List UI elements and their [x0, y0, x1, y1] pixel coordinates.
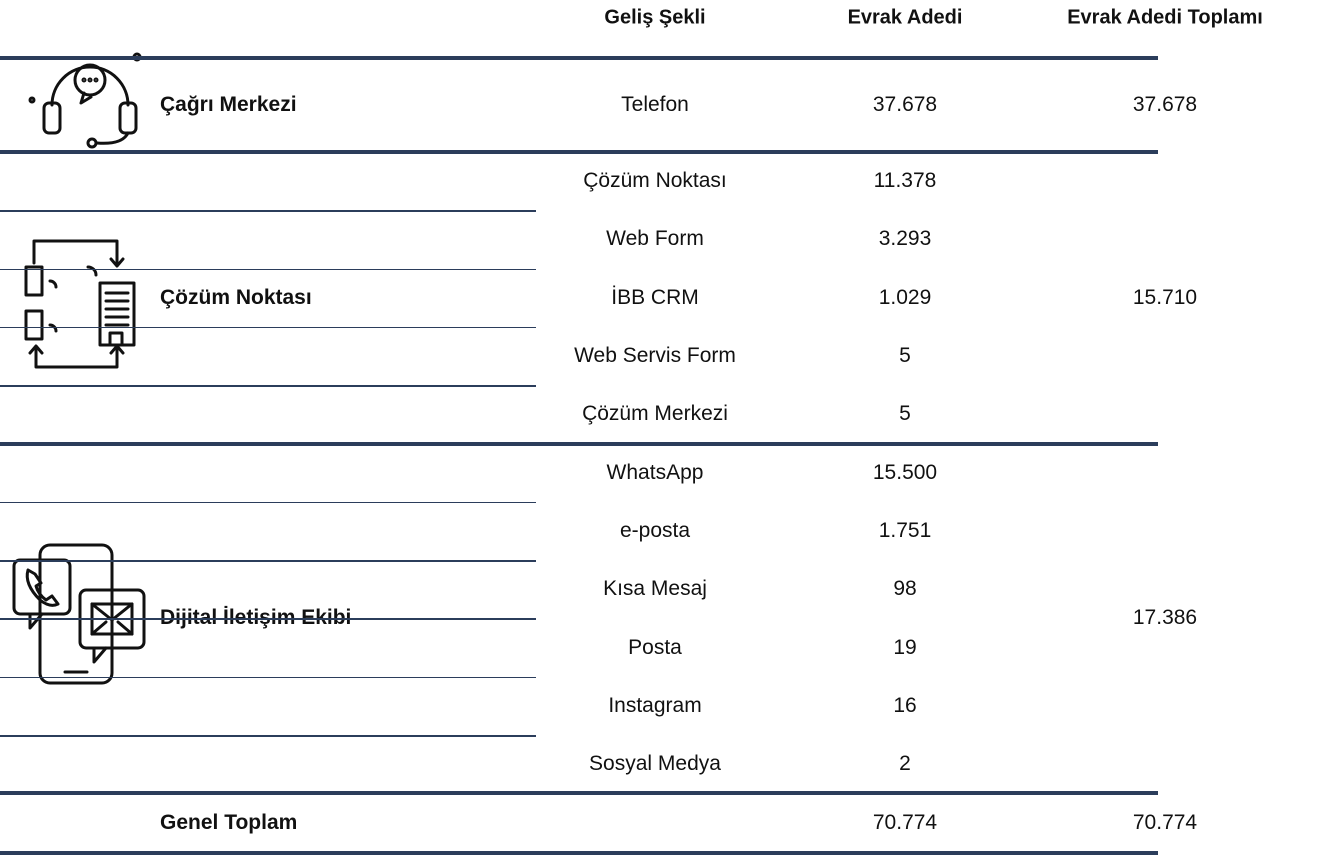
rule: [0, 150, 1158, 154]
row-divider: [0, 210, 536, 212]
count: 98: [893, 577, 917, 601]
column-header: Evrak Adedi: [847, 6, 963, 29]
channel: Posta: [628, 635, 682, 659]
channel: Sosyal Medya: [589, 752, 721, 776]
column-header: Evrak Adedi Toplamı: [1067, 6, 1263, 29]
group-total: 15.710: [1132, 285, 1198, 309]
channel: Çözüm Merkezi: [582, 402, 728, 426]
rule: [0, 851, 1158, 856]
row-divider: [0, 385, 536, 387]
headset-icon: [28, 52, 142, 149]
channel: Instagram: [608, 693, 702, 717]
channel: Web Servis Form: [574, 344, 736, 368]
count: 5: [899, 344, 911, 368]
rule: [0, 56, 1158, 60]
channel: WhatsApp: [606, 460, 704, 484]
count: 15.500: [872, 460, 938, 484]
count: 1.029: [878, 285, 932, 309]
footer-total: 70.774: [1132, 811, 1198, 835]
count: 37.678: [872, 93, 938, 116]
row-divider: [0, 618, 536, 620]
footer-count: 70.774: [872, 811, 938, 835]
row-divider: [0, 735, 536, 737]
channel: Telefon: [621, 93, 689, 116]
row-divider: [0, 501, 536, 504]
count: 16: [893, 693, 917, 717]
group-name: Dijital İletişim Ekibi: [160, 606, 352, 630]
row-divider: [0, 268, 536, 271]
channel: Kısa Mesaj: [603, 577, 707, 601]
channel: e-posta: [619, 518, 691, 542]
count: 2: [899, 752, 911, 776]
group-total: 37.678: [1132, 93, 1198, 116]
count: 3.293: [878, 227, 932, 251]
column-header: Geliş Şekli: [604, 6, 706, 29]
rule: [0, 441, 1158, 446]
channel: İBB CRM: [611, 285, 699, 309]
footer-label: Genel Toplam: [160, 811, 298, 835]
row-divider: [0, 560, 536, 562]
row-divider: [0, 326, 536, 329]
group-total: 17.386: [1132, 606, 1198, 630]
rule: [0, 791, 1158, 796]
phone-icon: [12, 543, 146, 685]
building-icon: [24, 239, 136, 369]
group-name: Çözüm Noktası: [160, 285, 312, 309]
count: 11.378: [873, 169, 937, 193]
count: 5: [899, 402, 911, 426]
count: 1.751: [878, 518, 932, 542]
count: 19: [893, 635, 917, 659]
channel: Web Form: [606, 227, 704, 251]
channel: Çözüm Noktası: [583, 169, 727, 193]
group-name: Çağrı Merkezi: [160, 93, 297, 116]
row-divider: [0, 676, 536, 679]
